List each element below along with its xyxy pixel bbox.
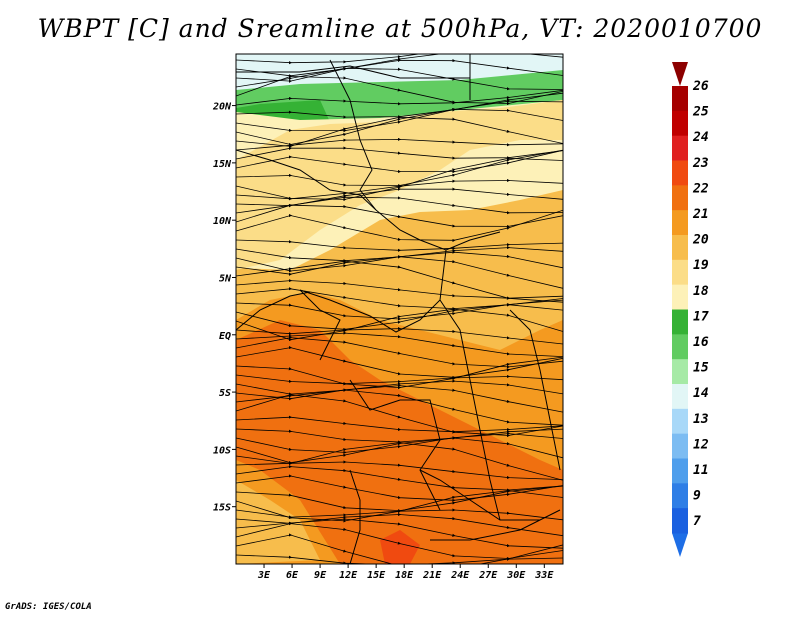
- colorbar-top-arrow: [672, 62, 688, 86]
- colorbar: 26 25 24 23 22 21 20 19 18 17 16 15 14 1…: [672, 62, 709, 557]
- lat-label-5n: 5N: [219, 273, 232, 284]
- lon-label-18e: 18E: [395, 570, 414, 581]
- border-south: [430, 509, 561, 541]
- colorbar-swatch: [672, 408, 688, 435]
- border-gulf-guinea: [236, 291, 311, 331]
- colorbar-swatch: [672, 160, 688, 186]
- lat-label-10s: 10S: [213, 445, 231, 456]
- border-sudan: [375, 209, 501, 251]
- colorbar-swatch: [672, 309, 688, 335]
- colorbar-swatch: [672, 384, 688, 410]
- colorbar-swatch: [672, 110, 688, 137]
- border-east-rift: [439, 299, 501, 521]
- colorbar-swatch: [672, 359, 688, 385]
- colorbar-label-23: 23: [692, 156, 709, 171]
- colorbar-label-19: 19: [693, 258, 709, 273]
- colorbar-swatch: [672, 458, 688, 484]
- colorbar-swatch: [672, 135, 688, 161]
- colorbar-label-26: 26: [692, 79, 709, 94]
- colorbar-swatch: [672, 508, 688, 534]
- colorbar-swatch: [672, 210, 688, 236]
- colorbar-label-22: 22: [692, 181, 709, 196]
- colorbar-swatch: [672, 284, 688, 310]
- colorbar-label-16: 16: [693, 335, 709, 350]
- streamline: [236, 137, 563, 151]
- colorbar-label-12: 12: [693, 437, 709, 452]
- lon-label-30e: 30E: [506, 570, 526, 581]
- lon-label-27e: 27E: [478, 570, 498, 581]
- colorbar-label-15: 15: [693, 361, 709, 376]
- lon-label-3e: 3E: [257, 570, 271, 581]
- longitude-axis: 3E 6E 9E 12E 15E 18E 21E 24E 27E 30E 33E: [257, 564, 554, 581]
- lat-label-10n: 10N: [213, 216, 232, 227]
- lat-label-20n: 20N: [212, 102, 232, 113]
- colorbar-label-11: 11: [693, 463, 709, 478]
- streamline: [236, 415, 563, 434]
- colorbar-swatch: [672, 259, 688, 286]
- colorbar-label-9: 9: [693, 489, 701, 504]
- border-angola-namibia: [349, 469, 361, 564]
- lon-label-15e: 15E: [367, 570, 386, 581]
- colorbar-label-21: 21: [692, 207, 709, 222]
- country-borders: [236, 54, 561, 564]
- lat-label-eq: EQ: [219, 331, 231, 342]
- lon-label-6e: 6E: [286, 570, 299, 581]
- grads-credit: GrADS: IGES/COLA: [5, 602, 92, 612]
- streamline: [236, 209, 563, 243]
- border-niger-chad: [329, 59, 377, 211]
- colorbar-swatch: [672, 86, 688, 112]
- colorbar-label-14: 14: [693, 386, 709, 401]
- latitude-axis: 20N 15N 10N 5N EQ 5S 10S 15S: [212, 102, 236, 514]
- streamline: [236, 554, 563, 564]
- colorbar-bottom-arrow: [672, 533, 688, 557]
- lat-label-5s: 5S: [219, 388, 231, 399]
- colorbar-label-17: 17: [693, 309, 709, 324]
- border-sahel: [236, 149, 377, 211]
- lon-label-24e: 24E: [450, 570, 470, 581]
- colorbar-label-18: 18: [693, 284, 709, 299]
- chart-title: WBPT [C] and Sreamline at 500hPa, VT: 20…: [37, 14, 763, 43]
- plot-area: [236, 54, 563, 564]
- colorbar-swatch: [672, 334, 688, 360]
- colorbar-label-7: 7: [693, 514, 701, 529]
- colorbar-swatch: [672, 483, 688, 509]
- lon-label-12e: 12E: [339, 570, 358, 581]
- lon-label-33e: 33E: [534, 570, 554, 581]
- border-cameroon-gabon: [299, 289, 341, 361]
- border-zambia-moz: [419, 469, 540, 521]
- lat-label-15n: 15N: [213, 159, 232, 170]
- colorbar-label-20: 20: [692, 233, 709, 248]
- colorbar-swatch: [672, 185, 688, 211]
- streamlines: [236, 54, 563, 564]
- colorbar-label-13: 13: [693, 412, 709, 427]
- lon-label-21e: 21E: [422, 570, 442, 581]
- border-coast-east: [509, 309, 561, 471]
- lon-label-9e: 9E: [314, 570, 327, 581]
- colorbar-swatch: [672, 433, 688, 459]
- colorbar-swatch: [672, 235, 688, 261]
- colorbar-label-25: 25: [692, 105, 709, 120]
- lat-label-15s: 15S: [213, 503, 231, 514]
- colorbar-label-24: 24: [692, 130, 709, 145]
- plot-frame: [235, 53, 564, 565]
